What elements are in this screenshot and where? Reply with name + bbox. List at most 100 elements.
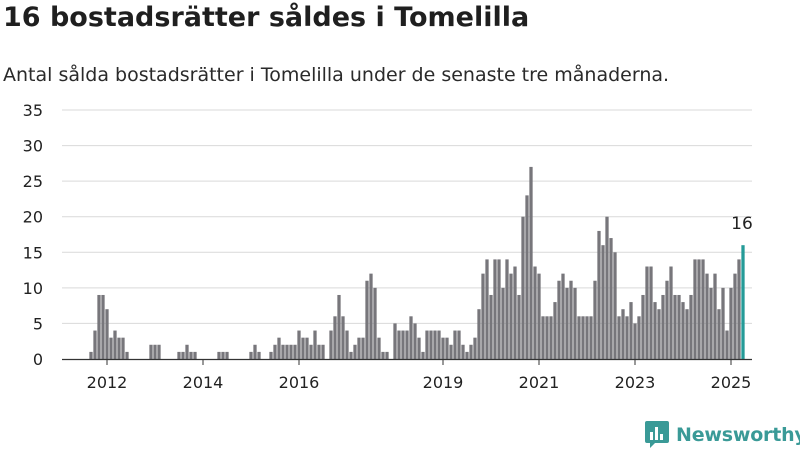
bar <box>361 337 365 359</box>
y-tick-label: 25 <box>23 172 43 191</box>
bar <box>273 344 277 359</box>
bar <box>573 287 577 359</box>
bar <box>577 316 581 359</box>
bar <box>317 344 321 359</box>
bar <box>177 351 181 359</box>
bar <box>693 259 697 359</box>
bar <box>621 309 625 359</box>
bar <box>437 330 441 359</box>
bar <box>477 309 481 359</box>
bar <box>441 337 445 359</box>
bar <box>465 351 469 359</box>
bar <box>257 351 261 359</box>
bar <box>537 273 541 359</box>
bar <box>373 287 377 359</box>
bar <box>645 266 649 359</box>
bar <box>569 280 573 359</box>
bar <box>605 216 609 359</box>
bar <box>529 166 533 359</box>
bar <box>157 344 161 359</box>
bar <box>661 294 665 359</box>
bar <box>493 259 497 359</box>
bar <box>153 344 157 359</box>
bar <box>713 273 717 359</box>
highlight-value-label: 16 <box>731 214 753 234</box>
bar <box>393 323 397 359</box>
x-axis: 2012 2014 2016 2019 2021 2023 2025 <box>62 358 752 392</box>
bar <box>457 330 461 359</box>
bar <box>349 351 353 359</box>
bar <box>105 309 109 359</box>
bar <box>697 259 701 359</box>
bar <box>345 330 349 359</box>
x-tick-label: 2025 <box>711 373 752 392</box>
bar <box>509 273 513 359</box>
bar <box>585 316 589 359</box>
bar <box>589 316 593 359</box>
bar <box>545 316 549 359</box>
y-tick-label: 35 <box>23 101 43 120</box>
bar <box>293 344 297 359</box>
bar <box>517 294 521 359</box>
bar <box>609 238 613 359</box>
bar <box>189 351 193 359</box>
bar <box>313 330 317 359</box>
x-tick-label: 2012 <box>87 373 128 392</box>
bar <box>505 259 509 359</box>
bars <box>89 166 745 359</box>
bar <box>501 287 505 359</box>
bar <box>417 337 421 359</box>
bar <box>277 337 281 359</box>
bar <box>445 337 449 359</box>
bar <box>497 259 501 359</box>
bar <box>541 316 545 359</box>
bar <box>221 351 225 359</box>
bar <box>533 266 537 359</box>
bar <box>253 344 257 359</box>
bar <box>721 287 725 359</box>
newsworthy-logo-text: Newsworthy <box>676 424 800 446</box>
bar <box>669 266 673 359</box>
bar <box>337 294 341 359</box>
bar <box>181 351 185 359</box>
bar <box>421 351 425 359</box>
x-tick-label: 2021 <box>519 373 560 392</box>
bar <box>405 330 409 359</box>
bar <box>593 280 597 359</box>
bar <box>613 252 617 359</box>
bar <box>729 287 733 359</box>
bar <box>637 316 641 359</box>
bar <box>341 316 345 359</box>
bar <box>149 344 153 359</box>
bar <box>469 344 473 359</box>
bar <box>677 294 681 359</box>
chart-title: 16 bostadsrätter såldes i Tomelilla <box>3 2 530 33</box>
bar <box>285 344 289 359</box>
bar <box>193 351 197 359</box>
y-tick-label: 10 <box>23 279 43 298</box>
bar <box>485 259 489 359</box>
bar <box>109 337 113 359</box>
bar <box>381 351 385 359</box>
bar <box>429 330 433 359</box>
bar <box>89 351 93 359</box>
bar <box>473 337 477 359</box>
y-tick-label: 15 <box>23 243 43 262</box>
bar <box>617 316 621 359</box>
bar <box>301 337 305 359</box>
bar <box>321 344 325 359</box>
bar <box>701 259 705 359</box>
bar <box>597 230 601 359</box>
bar <box>413 323 417 359</box>
bar <box>185 344 189 359</box>
bar <box>737 259 741 359</box>
bar <box>117 337 121 359</box>
bar <box>289 344 293 359</box>
bar <box>97 294 101 359</box>
bar <box>305 337 309 359</box>
bar <box>453 330 457 359</box>
y-tick-label: 0 <box>33 350 43 369</box>
bar <box>433 330 437 359</box>
x-tick-label: 2019 <box>423 373 464 392</box>
